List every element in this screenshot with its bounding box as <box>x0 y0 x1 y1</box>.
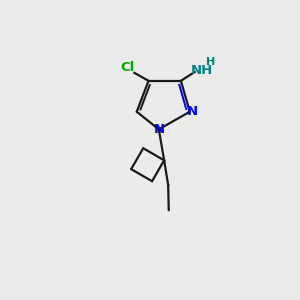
Text: NH: NH <box>190 64 213 77</box>
Text: H: H <box>206 57 216 67</box>
Text: N: N <box>153 123 164 136</box>
Text: N: N <box>187 105 198 118</box>
Text: Cl: Cl <box>121 61 135 74</box>
